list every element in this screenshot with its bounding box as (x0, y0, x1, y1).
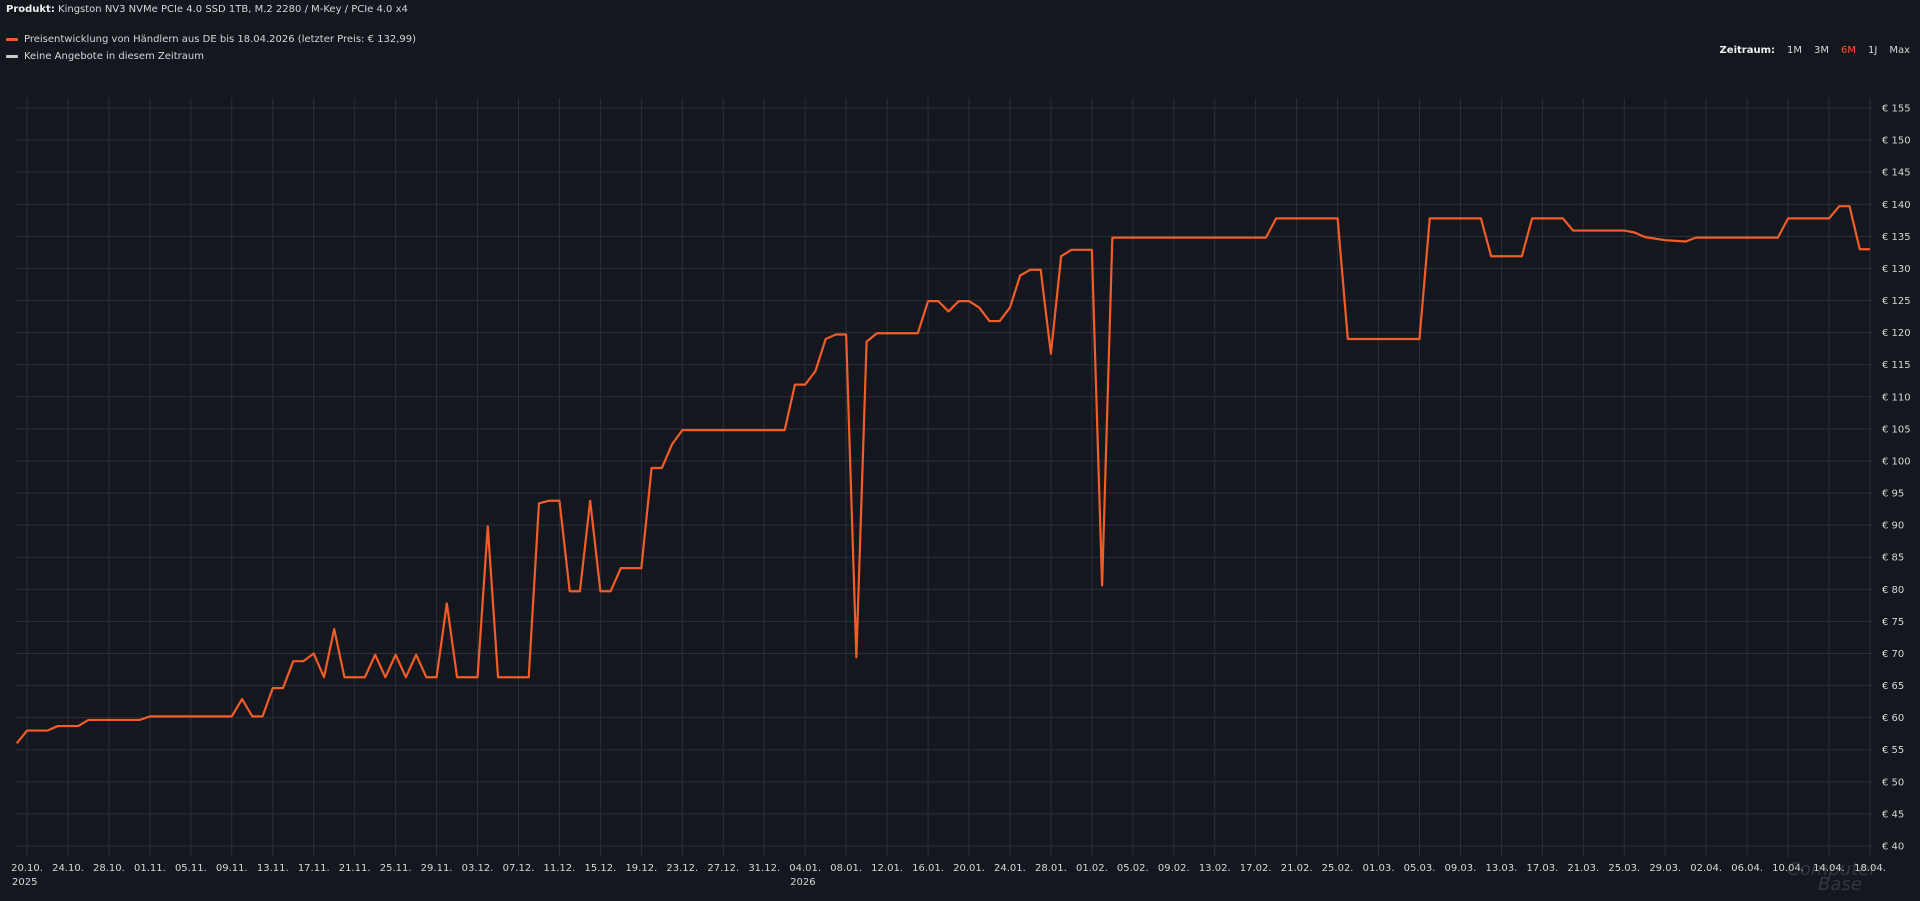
y-tick-label: € 85 (1882, 553, 1904, 564)
range-option[interactable]: 1M (1787, 45, 1802, 56)
y-tick-label: € 50 (1882, 777, 1904, 788)
watermark: Base (1818, 874, 1862, 895)
price-line (15, 205, 1870, 745)
x-tick-label: 28.01. (1035, 863, 1067, 874)
y-tick-label: € 140 (1882, 200, 1911, 211)
y-tick-label: € 75 (1882, 617, 1904, 628)
x-tick-label: 04.01. (789, 863, 821, 874)
y-tick-label: € 110 (1882, 392, 1911, 403)
range-option[interactable]: 6M (1841, 45, 1856, 56)
y-tick-label: € 70 (1882, 649, 1904, 660)
watermark: Computer (1787, 859, 1878, 880)
x-tick-label: 09.02. (1158, 863, 1190, 874)
range-option[interactable]: 1J (1868, 45, 1878, 56)
range-selector: Zeitraum: 1M 3M 6M 1J Max (1720, 45, 1910, 56)
x-tick-label: 24.01. (994, 863, 1026, 874)
product-name: Kingston NV3 NVMe PCIe 4.0 SSD 1TB, M.2 … (58, 4, 408, 15)
x-tick-label: 21.11. (339, 863, 371, 874)
x-tick-label: 24.10. (52, 863, 84, 874)
x-tick-label: 16.01. (912, 863, 944, 874)
x-tick-label: 20.10. (11, 863, 43, 874)
x-tick-label: 13.03. (1486, 863, 1518, 874)
x-tick-label: 18.04. (1854, 863, 1886, 874)
x-tick-label: 09.03. (1445, 863, 1477, 874)
x-tick-label: 06.04. (1731, 863, 1763, 874)
legend-label: Preisentwicklung von Händlern aus DE bis… (24, 34, 417, 45)
y-tick-label: € 60 (1882, 713, 1904, 724)
x-tick-label: 27.12. (707, 863, 739, 874)
x-tick-label: 12.01. (871, 863, 903, 874)
x-tick-label: 05.11. (175, 863, 207, 874)
x-tick-label: 21.03. (1567, 863, 1599, 874)
x-tick-label: 02.04. (1690, 863, 1722, 874)
x-tick-label: 13.11. (257, 863, 289, 874)
range-option[interactable]: Max (1889, 45, 1910, 56)
y-tick-label: € 145 (1882, 168, 1911, 179)
y-tick-label: € 115 (1882, 360, 1911, 371)
x-tick-label: 09.11. (216, 863, 248, 874)
y-tick-label: € 120 (1882, 328, 1911, 339)
x-tick-label: 19.12. (625, 863, 657, 874)
x-tick-label: 25.03. (1608, 863, 1640, 874)
y-tick-label: € 40 (1882, 842, 1904, 853)
x-tick-label: 25.02. (1322, 863, 1354, 874)
x-tick-label: 31.12. (748, 863, 780, 874)
x-tick-label: 21.02. (1281, 863, 1313, 874)
y-tick-label: € 95 (1882, 489, 1904, 500)
y-tick-label: € 80 (1882, 585, 1904, 596)
x-tick-label: 05.02. (1117, 863, 1149, 874)
x-tick-label: 10.04. (1772, 863, 1804, 874)
x-tick-label: 28.10. (93, 863, 125, 874)
legend-label: Keine Angebote in diesem Zeitraum (24, 51, 204, 62)
y-tick-label: € 90 (1882, 521, 1904, 532)
x-tick-label: 08.01. (830, 863, 862, 874)
y-tick-label: € 100 (1882, 456, 1911, 467)
x-tick-label: 23.12. (666, 863, 698, 874)
x-year-label: 2026 (790, 877, 815, 888)
x-tick-label: 01.11. (134, 863, 166, 874)
x-tick-label: 20.01. (953, 863, 985, 874)
x-tick-label: 17.02. (1240, 863, 1272, 874)
x-year-label: 2025 (12, 877, 37, 888)
range-label: Zeitraum: (1719, 45, 1775, 56)
legend-swatch (6, 55, 18, 58)
x-tick-label: 17.03. (1526, 863, 1558, 874)
x-tick-label: 17.11. (298, 863, 330, 874)
x-tick-label: 11.12. (544, 863, 576, 874)
x-tick-label: 07.12. (503, 863, 535, 874)
y-tick-label: € 45 (1882, 809, 1904, 820)
x-tick-label: 13.02. (1199, 863, 1231, 874)
x-tick-label: 29.11. (421, 863, 453, 874)
x-tick-label: 01.03. (1363, 863, 1395, 874)
y-tick-label: € 55 (1882, 745, 1904, 756)
y-tick-label: € 130 (1882, 264, 1911, 275)
x-tick-label: 05.03. (1404, 863, 1436, 874)
y-tick-label: € 150 (1882, 136, 1911, 147)
x-tick-label: 29.03. (1649, 863, 1681, 874)
x-tick-label: 25.11. (380, 863, 412, 874)
legend-item: Preisentwicklung von Händlern aus DE bis… (6, 34, 416, 45)
range-option[interactable]: 3M (1814, 45, 1829, 56)
x-tick-label: 03.12. (462, 863, 494, 874)
product-label: Produkt: (6, 4, 55, 15)
product-line: Produkt: Kingston NV3 NVMe PCIe 4.0 SSD … (6, 4, 408, 15)
x-tick-label: 15.12. (584, 863, 616, 874)
y-tick-label: € 155 (1882, 104, 1911, 115)
legend-item: Keine Angebote in diesem Zeitraum (6, 51, 204, 62)
y-tick-label: € 125 (1882, 296, 1911, 307)
y-tick-label: € 135 (1882, 232, 1911, 243)
x-tick-label: 01.02. (1076, 863, 1108, 874)
y-tick-label: € 65 (1882, 681, 1904, 692)
y-tick-label: € 105 (1882, 424, 1911, 435)
x-tick-label: 14.04. (1813, 863, 1845, 874)
legend-swatch (6, 38, 18, 41)
